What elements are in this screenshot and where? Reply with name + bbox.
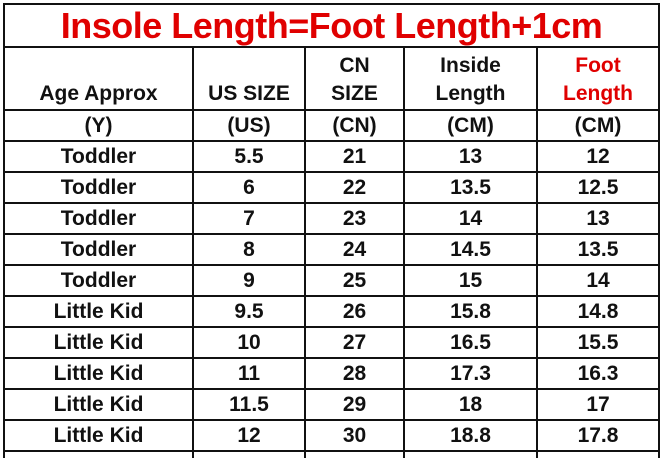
- table-cell: 11: [192, 357, 306, 390]
- table-cell: 26: [304, 295, 405, 328]
- table-cell: 17.8: [536, 419, 660, 452]
- header-line1: [6, 50, 191, 81]
- table-cell: 30: [304, 419, 405, 452]
- table-cell: 14.5: [403, 233, 538, 266]
- table-row: Little Kid 11.5 29 18 17: [3, 388, 660, 421]
- header-line1: Foot: [575, 54, 621, 77]
- table-row: Toddler 5.5 21 13 12: [3, 140, 660, 173]
- table-cell: 12.5: [536, 171, 660, 204]
- column-header: Age Approx: [3, 46, 194, 111]
- table-cell: Toddler: [3, 140, 194, 173]
- table-cell: 23: [304, 202, 405, 235]
- table-cell: 16.5: [403, 326, 538, 359]
- column-unit: (CN): [304, 109, 405, 142]
- column-header: US SIZE: [192, 46, 306, 111]
- header-line2: Length: [563, 82, 633, 105]
- column-header: Inside Length: [403, 46, 538, 111]
- table-cell: 12: [192, 419, 306, 452]
- table-cell: Toddler: [3, 264, 194, 297]
- table-cell: 9: [192, 264, 306, 297]
- table-cell: 10: [192, 326, 306, 359]
- table-row: Little Kid 9.5 26 15.8 14.8: [3, 295, 660, 328]
- table-cell: 18: [403, 388, 538, 421]
- table-cell: Toddler: [3, 202, 194, 235]
- table-row: Little Kid 11 28 17.3 16.3: [3, 357, 660, 390]
- column-header: Foot Length: [536, 46, 660, 111]
- column-unit: (CM): [536, 109, 660, 142]
- table-cell: 13.5: [403, 171, 538, 204]
- table-cell: 15: [403, 264, 538, 297]
- table-row: Little Kid 10 27 16.5 15.5: [3, 326, 660, 359]
- table-cell: 14: [536, 264, 660, 297]
- table-cell: 18.8: [403, 419, 538, 452]
- table-cell: 21: [304, 140, 405, 173]
- table-cell: 27: [304, 326, 405, 359]
- table-row: Toddler 6 22 13.5 12.5: [3, 171, 660, 204]
- table-cell: 5.5: [192, 140, 306, 173]
- table-cell: 16.3: [536, 357, 660, 390]
- table-cell: 15.8: [403, 295, 538, 328]
- table-cell: Toddler: [3, 233, 194, 266]
- header-line2: US SIZE: [208, 82, 290, 105]
- table-cell: 28: [304, 357, 405, 390]
- table-cell: 17: [536, 388, 660, 421]
- table-row: Little Kid 12 30 18.8 17.8: [3, 419, 660, 452]
- table-cell: 17.3: [403, 357, 538, 390]
- column-unit: (Y): [3, 109, 194, 142]
- table-cell: 14: [403, 202, 538, 235]
- table-cell: Little Kid: [3, 419, 194, 452]
- table-cell: Toddler: [3, 171, 194, 204]
- table-row: Toddler 7 23 14 13: [3, 202, 660, 235]
- header-line1: [195, 50, 303, 81]
- column-unit: (US): [192, 109, 306, 142]
- table-cell: 12: [536, 140, 660, 173]
- header-line2: Age Approx: [39, 82, 158, 105]
- table-cell: 6: [192, 171, 306, 204]
- table-cell: 25: [304, 264, 405, 297]
- table-cell: 13.5: [536, 233, 660, 266]
- table-cell: 22: [304, 171, 405, 204]
- table-cell: 13: [403, 140, 538, 173]
- table-cell: 11.5: [192, 388, 306, 421]
- table-cell: 14.8: [536, 295, 660, 328]
- size-chart-table: Insole Length=Foot Length+1cm Age Approx…: [3, 3, 660, 458]
- table-cell: Little Kid: [3, 357, 194, 390]
- table-row: Toddler 8 24 14.5 13.5: [3, 233, 660, 266]
- table-cell: 13: [536, 202, 660, 235]
- table-cell: 29: [304, 388, 405, 421]
- header-line1: CN: [339, 54, 370, 77]
- table-cell: 15.5: [536, 326, 660, 359]
- table-cell: 8: [192, 233, 306, 266]
- header-line1: Inside: [440, 54, 501, 77]
- table-row: Toddler 9 25 15 14: [3, 264, 660, 297]
- column-unit: (CM): [403, 109, 538, 142]
- table-cell: Little Kid: [3, 295, 194, 328]
- table-cell: Little Kid: [3, 326, 194, 359]
- table-cell: 7: [192, 202, 306, 235]
- table-cell: Little Kid: [3, 388, 194, 421]
- table-cell: 9.5: [192, 295, 306, 328]
- header-line2: Length: [435, 82, 506, 105]
- table-cell: 24: [304, 233, 405, 266]
- column-header: CN SIZE: [304, 46, 405, 111]
- header-line2: SIZE: [331, 82, 378, 105]
- chart-title: Insole Length=Foot Length+1cm: [3, 3, 660, 48]
